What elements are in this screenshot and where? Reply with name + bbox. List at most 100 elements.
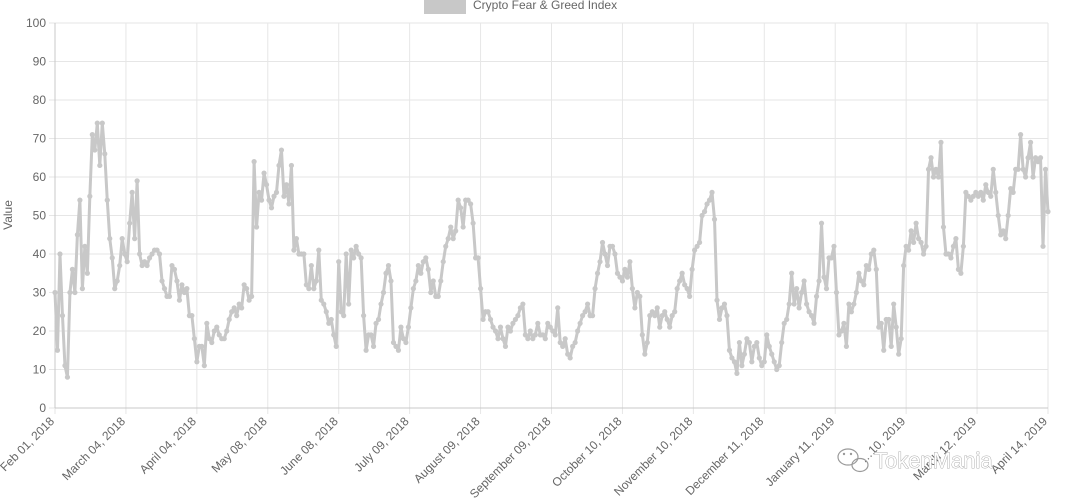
data-point[interactable] (769, 351, 775, 357)
data-point[interactable] (622, 266, 628, 272)
data-point[interactable] (268, 205, 275, 211)
data-point[interactable] (246, 297, 252, 303)
data-point[interactable] (674, 286, 680, 292)
data-point[interactable] (415, 262, 421, 269)
data-point[interactable] (418, 270, 424, 276)
data-point[interactable] (249, 293, 255, 299)
data-point[interactable] (836, 332, 842, 338)
data-point[interactable] (706, 197, 713, 203)
data-point[interactable] (642, 351, 648, 357)
data-point[interactable] (818, 220, 825, 226)
data-point[interactable] (876, 324, 882, 330)
data-point[interactable] (669, 313, 675, 319)
data-point[interactable] (283, 182, 290, 188)
data-point[interactable] (647, 313, 653, 319)
data-point[interactable] (112, 286, 118, 292)
data-point[interactable] (923, 243, 929, 249)
data-point[interactable] (79, 286, 85, 292)
data-point[interactable] (468, 201, 474, 207)
data-point[interactable] (687, 293, 693, 299)
data-point[interactable] (336, 259, 342, 265)
data-point[interactable] (390, 339, 397, 346)
data-point[interactable] (393, 343, 399, 349)
data-point[interactable] (316, 247, 322, 253)
data-point[interactable] (430, 278, 436, 284)
data-point[interactable] (624, 274, 631, 280)
data-point[interactable] (560, 343, 566, 349)
data-point[interactable] (69, 266, 76, 272)
data-point[interactable] (351, 255, 357, 261)
data-point[interactable] (214, 324, 220, 330)
data-point[interactable] (67, 289, 73, 296)
data-point[interactable] (540, 332, 546, 338)
data-point[interactable] (689, 266, 695, 272)
data-point[interactable] (535, 320, 541, 326)
data-point[interactable] (627, 259, 633, 265)
data-point[interactable] (137, 251, 143, 257)
data-point[interactable] (458, 205, 464, 211)
data-point[interactable] (480, 316, 486, 323)
data-point[interactable] (166, 293, 173, 299)
data-point[interactable] (301, 251, 307, 257)
data-point[interactable] (189, 313, 195, 319)
data-point[interactable] (356, 251, 362, 257)
data-point[interactable] (87, 193, 93, 199)
data-point[interactable] (263, 182, 270, 188)
data-point[interactable] (124, 259, 130, 265)
data-point[interactable] (1035, 159, 1041, 165)
data-point[interactable] (930, 174, 937, 180)
data-point[interactable] (838, 328, 845, 334)
data-point[interactable] (109, 255, 115, 261)
data-point[interactable] (410, 286, 416, 292)
data-point[interactable] (261, 170, 267, 176)
data-point[interactable] (92, 147, 98, 153)
data-point[interactable] (682, 282, 688, 288)
data-point[interactable] (512, 316, 519, 323)
data-point[interactable] (694, 243, 700, 249)
data-point[interactable] (62, 363, 68, 369)
data-point[interactable] (637, 293, 643, 299)
data-point[interactable] (522, 332, 528, 338)
data-point[interactable] (52, 289, 58, 296)
data-point[interactable] (358, 255, 364, 261)
data-point[interactable] (171, 266, 178, 272)
data-point[interactable] (239, 305, 245, 311)
data-point[interactable] (866, 266, 872, 272)
data-point[interactable] (751, 343, 757, 349)
data-point[interactable] (572, 339, 578, 346)
data-point[interactable] (465, 197, 471, 203)
data-point[interactable] (614, 270, 621, 276)
data-point[interactable] (477, 286, 484, 292)
data-point[interactable] (791, 301, 797, 307)
data-point[interactable] (1020, 166, 1026, 172)
data-point[interactable] (445, 236, 451, 242)
data-point[interactable] (323, 309, 329, 315)
data-point[interactable] (520, 301, 526, 307)
data-point[interactable] (592, 286, 598, 292)
data-point[interactable] (127, 220, 133, 226)
data-point[interactable] (575, 328, 581, 334)
data-point[interactable] (303, 282, 309, 288)
data-point[interactable] (970, 193, 976, 199)
data-point[interactable] (1045, 209, 1051, 215)
data-point[interactable] (632, 305, 638, 311)
data-point[interactable] (423, 255, 429, 261)
data-point[interactable] (794, 286, 800, 292)
data-point[interactable] (117, 262, 123, 269)
data-point[interactable] (664, 316, 670, 323)
data-point[interactable] (413, 278, 419, 284)
data-point[interactable] (928, 155, 934, 161)
data-point[interactable] (174, 278, 180, 284)
data-point[interactable] (1015, 166, 1021, 172)
data-point[interactable] (229, 309, 235, 315)
data-point[interactable] (57, 251, 63, 257)
data-point[interactable] (231, 305, 237, 311)
data-point[interactable] (978, 189, 984, 195)
data-point[interactable] (338, 309, 344, 315)
data-point[interactable] (241, 282, 247, 288)
data-point[interactable] (846, 301, 852, 307)
data-point[interactable] (968, 197, 974, 203)
data-point[interactable] (719, 305, 725, 311)
data-point[interactable] (487, 316, 494, 323)
data-point[interactable] (906, 247, 912, 253)
